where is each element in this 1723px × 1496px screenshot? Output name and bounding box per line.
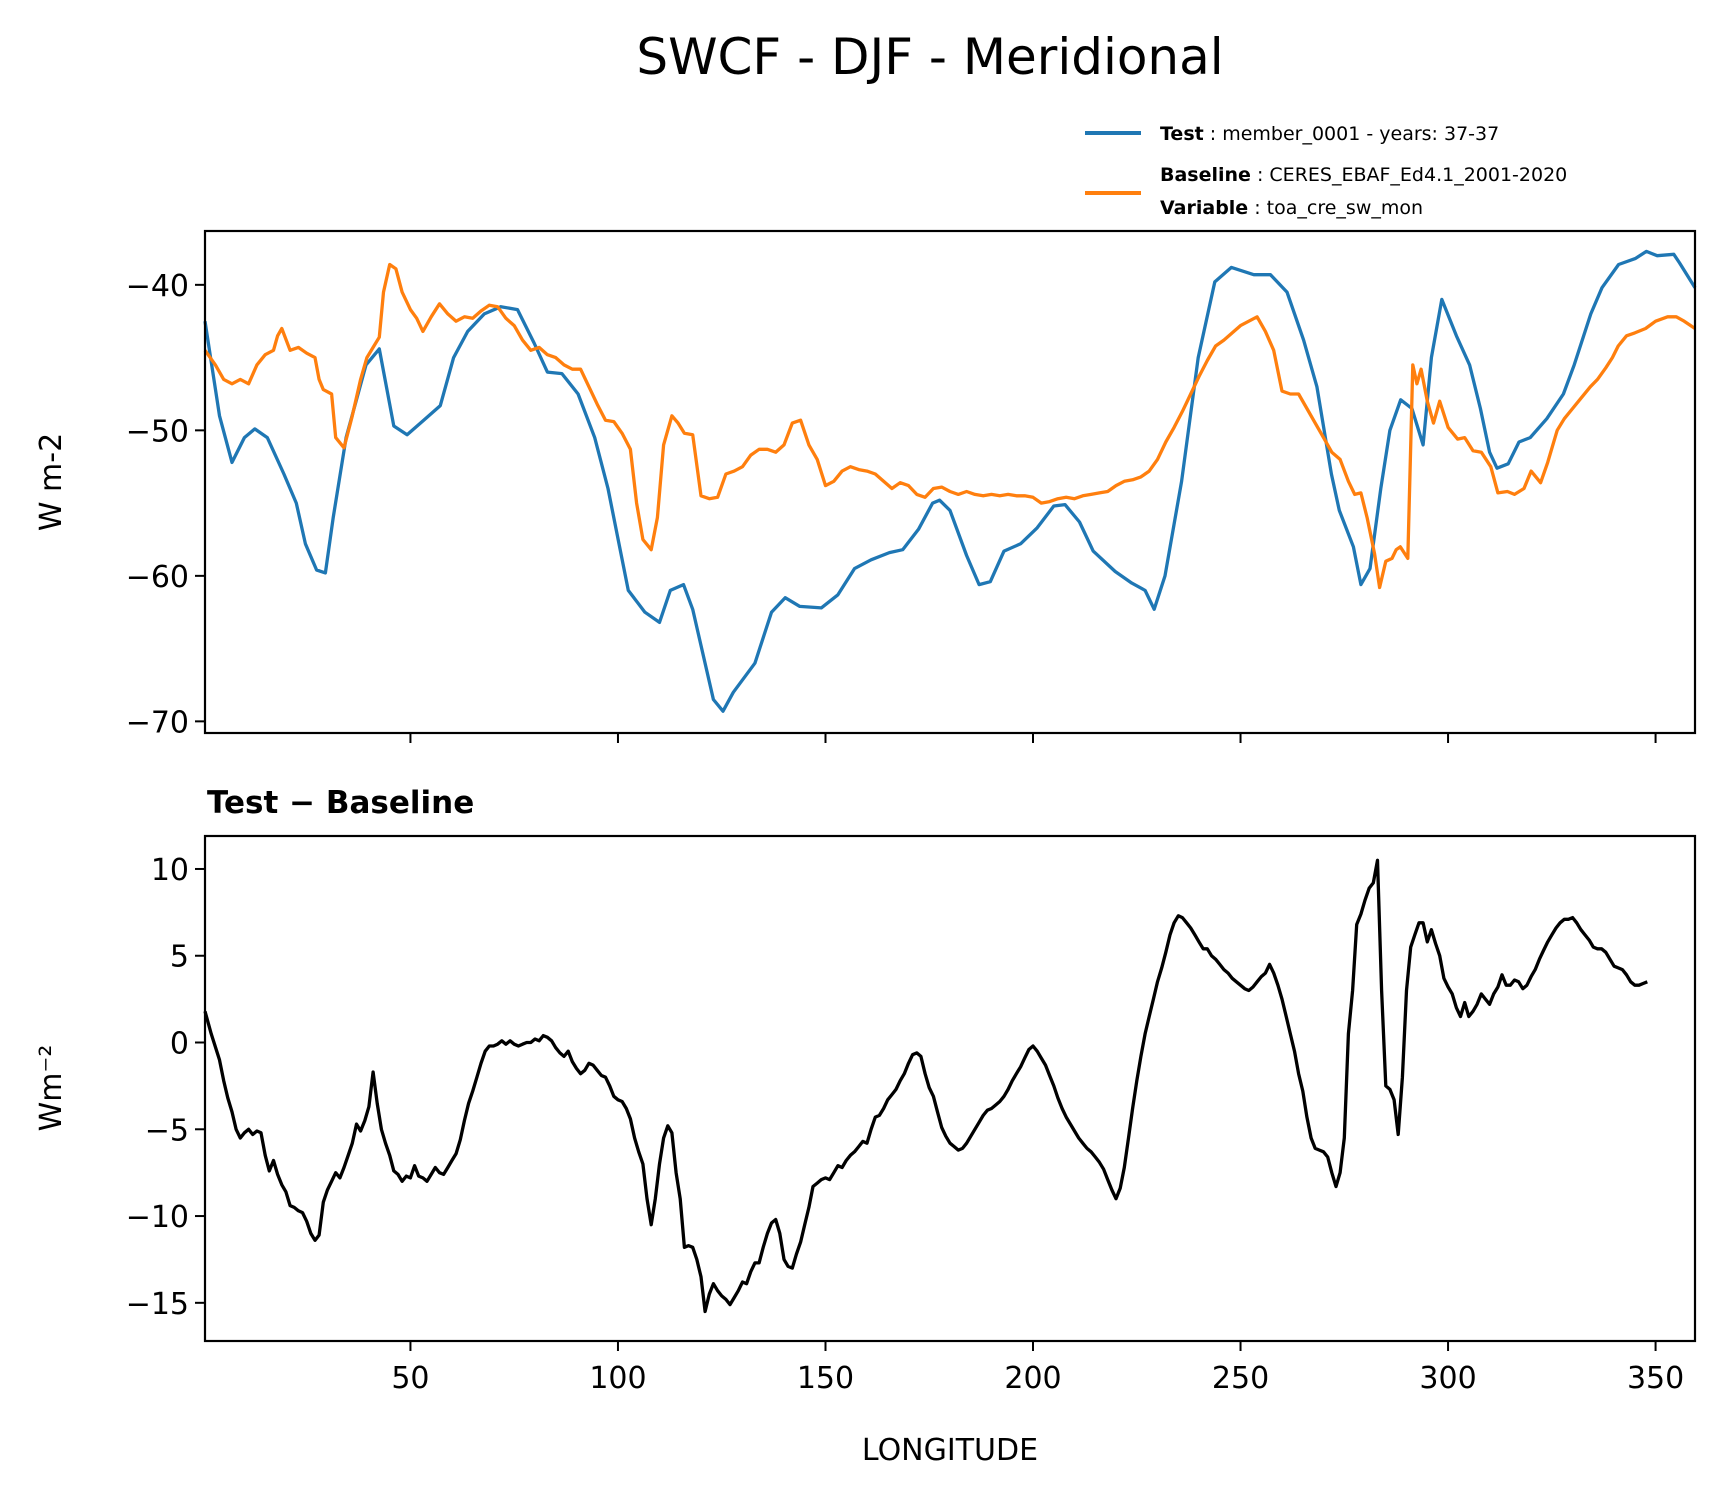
axes-frame <box>203 834 1697 1343</box>
x-tick-label: 50 <box>391 1361 429 1396</box>
figure-title: SWCF - DJF - Meridional <box>636 28 1223 86</box>
x-tick-label: 150 <box>797 1361 854 1396</box>
legend: Test : member_0001 - years: 37-37 Baseli… <box>1085 123 1567 219</box>
bottom-y-axis-label: Wm⁻² <box>34 1045 69 1132</box>
top-y-axis-label: W m-2 <box>34 433 69 531</box>
top-panel: −40 −50 −60 −70 <box>126 229 1697 743</box>
y-tick-label: −60 <box>126 560 189 595</box>
y-tick-label: −50 <box>126 414 189 449</box>
y-tick-label: −5 <box>145 1113 189 1148</box>
y-tick-label: 0 <box>170 1027 189 1062</box>
x-tick-label: 350 <box>1627 1361 1684 1396</box>
y-tick-label: −70 <box>126 705 189 740</box>
axes-frame <box>203 229 1697 735</box>
x-tick-label: 250 <box>1212 1361 1269 1396</box>
difference-panel-title: Test − Baseline <box>207 785 474 821</box>
y-tick-label: −40 <box>126 269 189 304</box>
x-axis-label: LONGITUDE <box>862 1433 1038 1468</box>
legend-test-label: Test : member_0001 - years: 37-37 <box>1160 123 1499 145</box>
x-tick-label: 100 <box>589 1361 646 1396</box>
legend-baseline-label: Baseline : CERES_EBAF_Ed4.1_2001-2020 <box>1160 164 1567 186</box>
x-tick-label: 200 <box>1004 1361 1061 1396</box>
y-tick-label: 10 <box>151 853 189 888</box>
legend-variable-label: Variable : toa_cre_sw_mon <box>1160 197 1423 219</box>
series-line-test-baseline <box>203 858 1648 1314</box>
series-line-test <box>203 249 1697 713</box>
x-tick-label: 300 <box>1419 1361 1476 1396</box>
y-tick-label: −10 <box>126 1200 189 1235</box>
series-line-baseline <box>203 262 1696 590</box>
y-tick-label: 5 <box>170 940 189 975</box>
y-tick-label: −15 <box>126 1287 189 1322</box>
